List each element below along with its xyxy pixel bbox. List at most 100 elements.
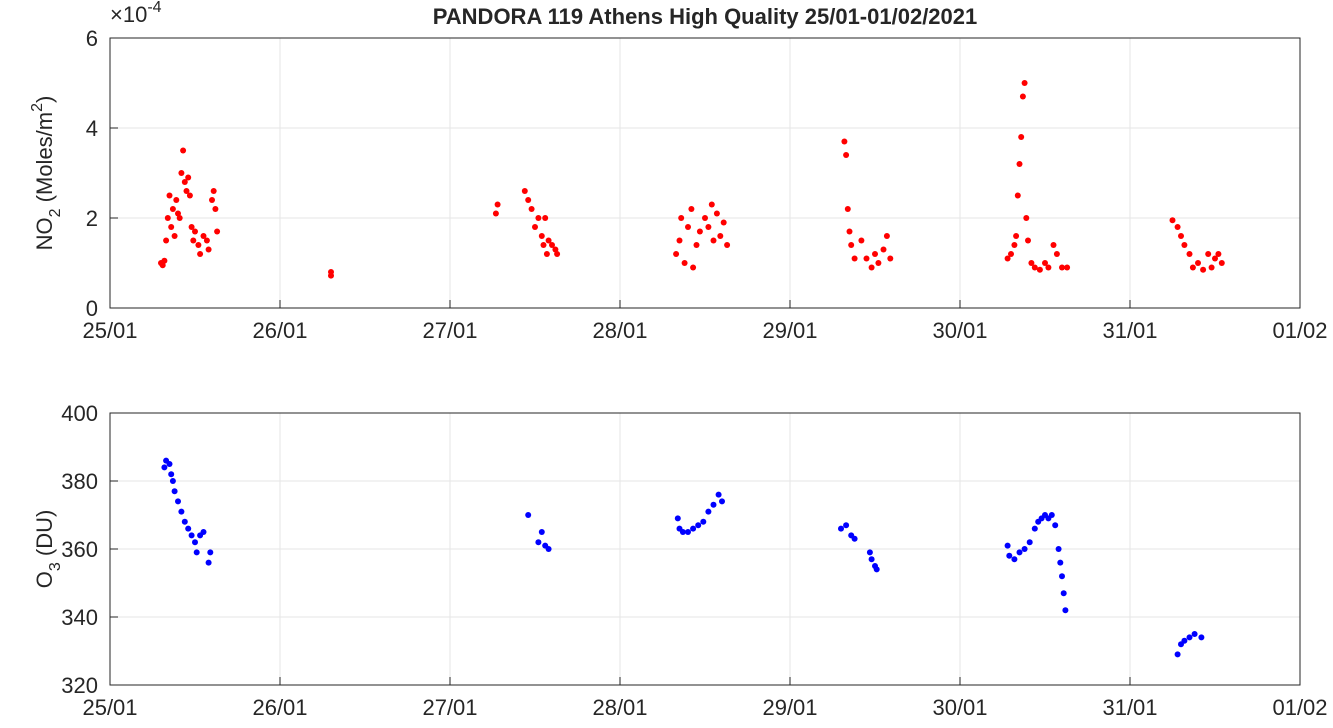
data-point [169,206,176,212]
data-point [1016,161,1023,167]
data-point [1036,266,1043,273]
data-point [214,228,221,235]
data-point [535,539,542,546]
data-point [1026,539,1033,546]
multiplier-exponent: -4 [147,0,161,16]
data-point [159,262,166,269]
data-point [171,233,178,239]
data-point [1218,260,1225,266]
y-label-part: O [32,571,57,588]
x-tick-label: 30/01 [932,318,987,343]
data-point [1031,264,1038,271]
data-point [720,219,727,226]
data-point [851,535,858,542]
y-axis-label: NO2 (Moles/m2) [29,96,64,251]
x-tick-label: 30/01 [932,695,987,720]
data-point [181,179,188,185]
data-point [696,228,703,235]
data-point [1181,637,1188,644]
data-point [185,525,192,532]
data-point [708,201,715,208]
data-point [193,549,200,556]
data-point [846,228,853,235]
data-point [192,539,198,546]
data-point [710,501,717,508]
data-point [1004,255,1011,262]
data-point [1048,512,1055,518]
data-point [1169,217,1176,224]
data-point [1205,251,1212,257]
data-point [552,246,559,253]
data-point [1057,559,1064,566]
data-point [872,251,878,257]
data-point [883,233,890,239]
y-label-part: ) [32,96,57,103]
data-point [161,257,168,264]
data-point [887,255,894,262]
data-point [690,264,697,271]
data-point [210,188,217,194]
y-label-part: 2 [47,208,64,217]
data-point [858,237,865,244]
data-point [173,197,180,203]
x-tick-label: 27/01 [422,695,477,720]
x-tick-label: 01/02 [1272,318,1327,343]
data-point [851,255,858,262]
data-point [1200,266,1207,273]
data-point [209,197,215,203]
data-point [676,237,683,244]
data-point [1025,237,1031,244]
data-point [875,260,882,266]
data-point [538,529,545,535]
data-point [212,206,219,212]
data-point [185,174,192,181]
y-tick-label: 2 [86,206,98,231]
y-label-part: 3 [47,562,64,571]
data-point [178,170,185,176]
data-point [880,246,887,253]
data-point [1059,573,1065,580]
data-point [183,188,190,194]
data-point [1031,525,1038,532]
data-point [717,233,724,239]
x-tick-label: 01/02 [1272,695,1327,720]
y-tick-label: 0 [86,296,98,321]
data-point [163,237,170,244]
data-point [1006,552,1013,559]
data-point [681,260,688,266]
data-point [843,152,850,158]
data-point [1174,651,1181,658]
data-point [168,224,175,230]
data-point [1050,242,1057,248]
data-point [192,228,198,235]
data-point [1062,607,1069,614]
chart-title: PANDORA 119 Athens High Quality 25/01-01… [433,4,978,29]
data-point [690,525,697,532]
data-point [166,461,173,467]
data-point [532,224,538,230]
data-point [685,224,691,230]
data-point [178,508,185,515]
data-point [702,215,708,221]
data-point [166,192,173,199]
data-point [186,192,193,199]
data-point [543,251,550,257]
data-point [1028,260,1035,266]
y-axis-label: O3 (DU) [32,510,64,589]
data-point [1059,264,1065,271]
data-point [685,529,691,535]
data-point [724,242,731,248]
y-label-part: 2 [29,103,46,112]
data-point [1013,233,1020,239]
x-tick-label: 25/01 [82,695,137,720]
data-point [205,246,212,253]
data-point [538,233,545,239]
data-point [1052,522,1059,529]
data-point [705,508,712,515]
data-point [180,147,187,154]
y-tick-label: 340 [61,605,98,630]
y-tick-label: 380 [61,469,98,494]
data-point [693,242,700,248]
x-tick-label: 29/01 [762,695,817,720]
